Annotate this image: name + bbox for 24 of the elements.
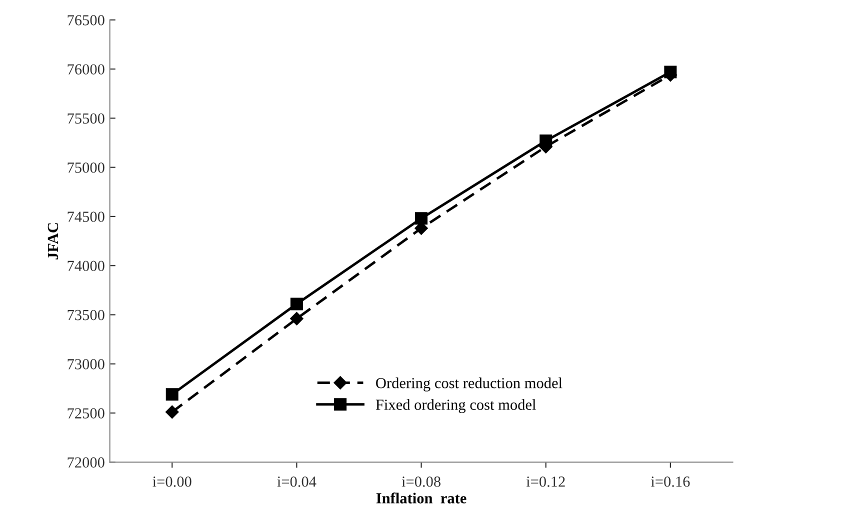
y-tick-label: 75500: [68, 113, 104, 124]
legend-label: Fixed ordering cost model: [376, 399, 536, 414]
y-tick-label: 73000: [68, 359, 104, 370]
point: [415, 212, 428, 225]
x-tick-label: i=0.16: [650, 476, 690, 487]
point: [166, 388, 178, 401]
y-tick-label: 75000: [68, 162, 104, 173]
x-tick-label: i=0.00: [152, 476, 192, 487]
y-tick-label: 73500: [68, 310, 104, 320]
y-tick-label: 72500: [68, 408, 104, 418]
point: [290, 298, 303, 310]
legend-label: Ordering cost reduction model: [376, 378, 562, 392]
point: [166, 405, 179, 419]
x-tick-label: i=0.08: [402, 476, 440, 487]
y-axis-title: JFAC: [48, 223, 58, 260]
point: [290, 312, 304, 326]
y-tick-label: 76000: [68, 64, 104, 75]
y-tick-label: 76500: [68, 15, 104, 26]
y-tick-label: 72000: [68, 457, 104, 468]
y-tick-label: 74000: [68, 260, 104, 272]
x-tick-label: i=0.12: [526, 476, 565, 487]
y-tick-label: 74500: [68, 212, 104, 222]
x-tick-label: i=0.04: [277, 476, 316, 487]
x-axis-title: Inflation rate: [376, 492, 466, 504]
